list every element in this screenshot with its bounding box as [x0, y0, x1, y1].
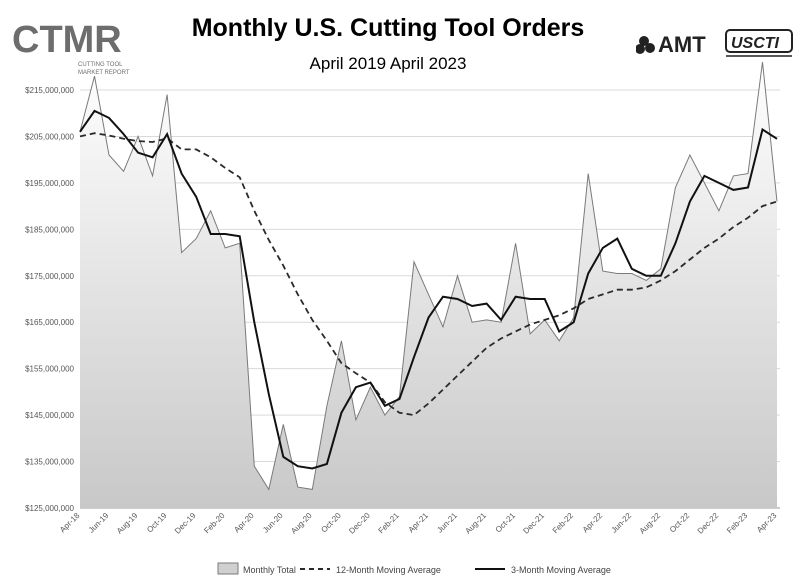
legend-item-12-month-average: 12-Month Moving Average: [300, 565, 441, 575]
x-tick-label: Feb-20: [202, 511, 227, 536]
y-tick-label: $155,000,000: [25, 365, 74, 374]
x-axis: Apr-18 Jun-19 Aug-19 Oct-19 Dec-19 Feb-20 Apr-…: [58, 511, 779, 536]
chart-legend: Monthly Total 12-Month Moving Average 3-…: [217, 562, 611, 575]
chart-subtitle: April 2019 April 2023: [309, 54, 467, 73]
legend-label-12-month-average: 12-Month Moving Average: [336, 565, 441, 575]
monthly-total-area: [80, 62, 777, 508]
chart-plot: $125,000,000 $135,000,000 $145,000,000 $155…: [25, 62, 780, 536]
amt-logo: AMT: [635, 32, 706, 57]
legend-label-3-month-average: 3-Month Moving Average: [511, 565, 611, 575]
ctmr-logo-sub2: MARKET REPORT: [78, 70, 130, 76]
x-tick-label: Dec-20: [347, 511, 372, 536]
x-tick-label: Apr-18: [58, 511, 82, 535]
x-tick-label: Aug-21: [463, 511, 488, 536]
x-tick-label: Aug-19: [115, 511, 140, 536]
3-month-average-line: [79, 109, 778, 470]
x-tick-label: Feb-21: [377, 511, 402, 536]
x-tick-label: Apr-21: [407, 511, 431, 535]
x-tick-label: Feb-22: [551, 511, 576, 536]
partner-logos: AMT USCTI: [635, 24, 796, 64]
y-tick-label: $215,000,000: [25, 86, 74, 95]
x-tick-label: Jun-22: [610, 511, 634, 535]
x-tick-label: Jun-20: [261, 511, 285, 535]
amt-usct-logo-graphic: AMT USCTI: [635, 29, 793, 57]
x-tick-label: Aug-22: [638, 511, 663, 536]
x-tick-label: Oct-21: [494, 511, 518, 535]
legend-swatch-monthly-total: [217, 562, 239, 575]
y-axis: $125,000,000 $135,000,000 $145,000,000 $155…: [25, 86, 74, 513]
x-tick-label: Dec-21: [521, 511, 546, 536]
usct-logo-text: USCTI: [731, 35, 780, 52]
12-month-average-line: [79, 132, 778, 417]
x-tick-label: Apr-23: [755, 511, 779, 535]
y-tick-label: $165,000,000: [25, 318, 74, 327]
amt-logo-text: AMT: [658, 32, 706, 57]
x-tick-label: Oct-19: [145, 511, 169, 535]
legend-item-3-month-average: 3-Month Moving Average: [475, 565, 611, 575]
legend-item-monthly-total: Monthly Total: [217, 562, 296, 575]
ctmr-logo-text: CTMR: [12, 19, 122, 61]
ctmr-logo-graphic: CTMR CUTTING TOOL MARKET REPORT: [12, 19, 130, 76]
x-tick-label: Feb-23: [725, 511, 750, 536]
x-tick-label: Apr-20: [232, 511, 256, 535]
y-tick-label: $175,000,000: [25, 272, 74, 281]
y-tick-label: $125,000,000: [25, 504, 74, 513]
x-tick-label: Dec-22: [696, 511, 721, 536]
y-tick-label: $185,000,000: [25, 225, 74, 234]
y-tick-label: $205,000,000: [25, 132, 74, 141]
y-tick-label: $135,000,000: [25, 458, 74, 467]
ctmr-logo-sub1: CUTTING TOOL: [78, 62, 123, 68]
x-tick-label: Oct-20: [319, 511, 343, 535]
ctmr-logo: CTMR CUTTING TOOL MARKET REPORT: [10, 12, 150, 82]
x-tick-label: Dec-19: [173, 511, 198, 536]
x-tick-label: Aug-20: [289, 511, 314, 536]
chart-title: Monthly U.S. Cutting Tool Orders: [191, 14, 585, 42]
y-tick-label: $195,000,000: [25, 179, 74, 188]
x-tick-label: Jun-19: [87, 511, 111, 535]
series: [79, 62, 778, 508]
x-tick-label: Jun-21: [435, 511, 459, 535]
x-tick-label: Apr-22: [581, 511, 605, 535]
legend-label-monthly-total: Monthly Total: [243, 565, 296, 575]
x-tick-label: Oct-22: [668, 511, 692, 535]
y-tick-label: $145,000,000: [25, 411, 74, 420]
monthly-total-line: [79, 62, 778, 491]
usct-logo: USCTI: [725, 29, 793, 57]
